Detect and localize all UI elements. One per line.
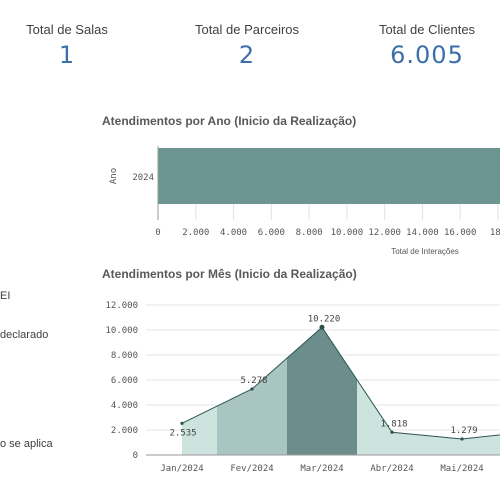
x-tick-label: 4.000 [220,228,247,238]
x-axis-label: Total de Interações [391,247,459,256]
x-tick-label: Mar/2024 [300,464,343,474]
side-label-declarado: declarado [0,329,49,341]
data-point-jan-2024[interactable] [180,421,184,425]
kpi-total-clientes: Total de Clientes 6.005 [352,22,500,69]
x-tick-label: 6.000 [258,228,285,238]
kpi-value: 1 [58,41,76,69]
x-tick-label: 10.000 [331,228,364,238]
data-label: 1.279 [450,426,477,436]
x-tick-label: 12.000 [368,228,401,238]
y-tick-label: 12.000 [105,301,138,311]
kpi-total-parceiros: Total de Parceiros 2 [172,22,322,69]
side-label-ei: EI [0,290,11,302]
kpi-value: 2 [238,41,256,69]
y-tick-label: 6.000 [111,376,138,386]
kpi-label: Total de Clientes [378,22,476,37]
x-tick-label: 16.000 [444,228,477,238]
x-tick-label: Fev/2024 [230,464,273,474]
x-tick-label: Jan/2024 [160,464,203,474]
chart-title-ano: Atendimentos por Ano (Inicio da Realizaç… [102,114,357,128]
data-point-abr-2024[interactable] [390,430,394,434]
series-line [181,326,500,440]
bar-chart-atendimentos-ano[interactable]: 2024 Ano 0 2.000 4.000 6.000 8.000 10.000 12.000… [0,130,500,260]
y-tick-label: 4.000 [111,401,138,411]
data-label: 2.535 [169,428,196,438]
kpi-label: Total de Parceiros [194,22,300,37]
x-tick-label: 0 [155,228,160,238]
area-band-mar [287,327,357,455]
x-tick-label: 2.000 [182,228,209,238]
kpi-total-salas: Total de Salas 1 [0,22,142,69]
bar-2024[interactable] [158,148,500,204]
data-point-fev-2024[interactable] [250,387,254,391]
area-band-jan [182,406,217,455]
area-band-rest [357,379,500,455]
x-tick-label: Abr/2024 [370,464,413,474]
x-tick-label: 8.000 [296,228,323,238]
kpi-label: Total de Salas [26,22,108,37]
y-axis-label: Ano [109,168,119,184]
y-tick-label: 8.000 [111,351,138,361]
chart-title-mes: Atendimentos por Mês (Inicio da Realizaç… [102,267,357,281]
data-point-mar-2024[interactable] [319,324,325,330]
data-label: 1.818 [380,419,407,429]
y-tick-label: 10.000 [105,326,138,336]
data-point-mai-2024[interactable] [460,437,464,441]
y-tick-label: 0 [133,451,138,461]
side-label-nao-se-aplica: o se aplica [0,438,53,450]
kpi-value: 6.005 [390,41,464,69]
data-label: 5.278 [240,376,267,386]
category-label: 2024 [132,173,154,183]
area-chart-atendimentos-mes[interactable]: 12.000 10.000 8.000 6.000 4.000 2.000 0 2.535 Ja… [0,290,500,500]
x-tick-label: Mai/2024 [440,464,483,474]
area-band-fev [217,358,287,455]
data-label: 10.220 [308,314,341,324]
y-tick-label: 2.000 [111,426,138,436]
x-tick-label: 18. [490,228,500,238]
x-tick-label: 14.000 [406,228,439,238]
